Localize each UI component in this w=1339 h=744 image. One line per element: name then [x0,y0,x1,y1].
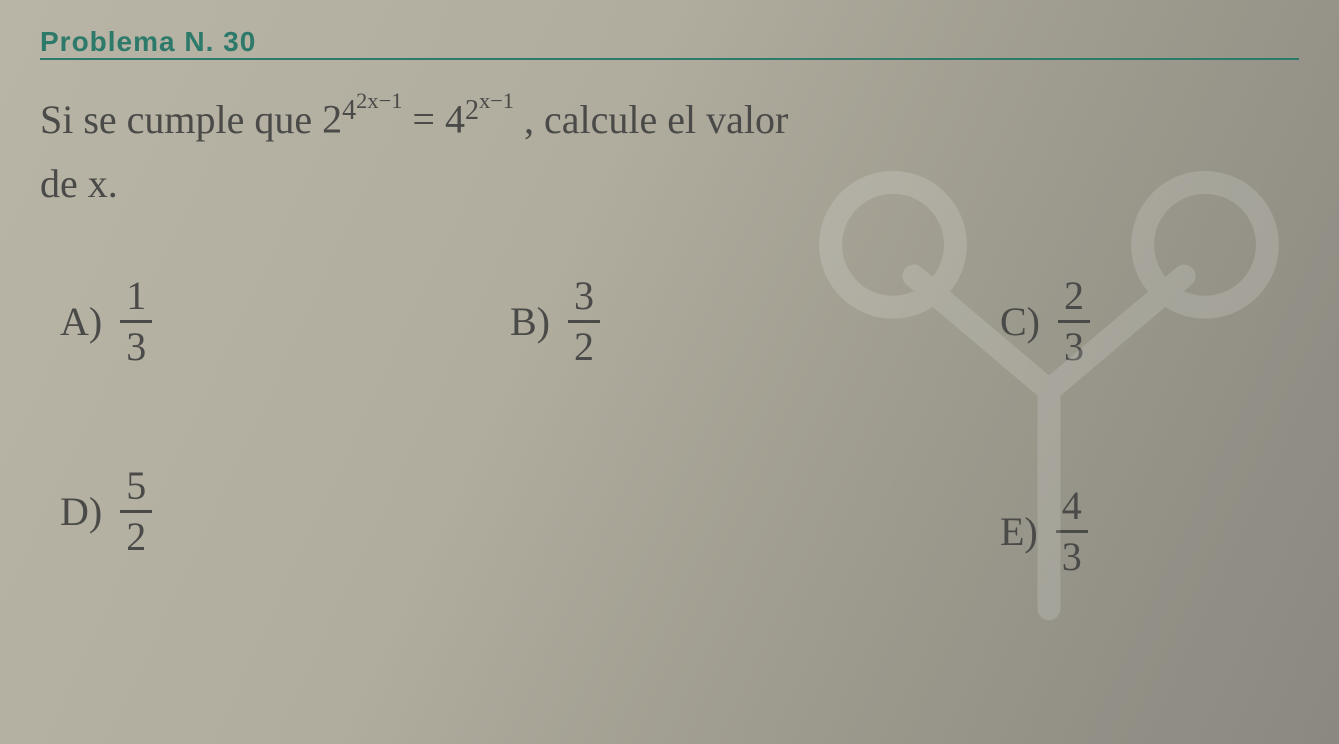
equation: 242x−1 = 42x−1 [322,90,514,140]
lhs-exp-exp: 2x−1 [356,88,402,113]
option-a-fraction: 1 3 [120,276,152,367]
option-c-num: 2 [1058,276,1090,320]
option-d-fraction: 5 2 [120,466,152,557]
rhs-base: 4 [445,97,465,142]
option-e: E) 4 3 [1000,486,1088,577]
option-d-den: 2 [120,510,152,557]
option-a: A) 1 3 [60,276,152,367]
option-a-num: 1 [120,276,152,320]
option-b: B) 3 2 [510,276,600,367]
option-e-fraction: 4 3 [1056,486,1088,577]
option-c-label: C) [1000,298,1040,345]
problem-lead: Si se cumple que [40,97,322,142]
option-c-den: 3 [1058,320,1090,367]
option-c-fraction: 2 3 [1058,276,1090,367]
option-a-den: 3 [120,320,152,367]
option-b-label: B) [510,298,550,345]
rhs-exp-exp: x−1 [479,88,514,113]
option-b-fraction: 3 2 [568,276,600,367]
option-e-den: 3 [1056,530,1088,577]
problem-tail: , calcule el valor [524,97,788,142]
eq-sign: = [412,97,435,142]
options-grid: A) 1 3 B) 3 2 C) 2 3 D) 5 2 E) 4 3 [40,276,1299,656]
option-b-den: 2 [568,320,600,367]
lhs-base: 2 [322,97,342,142]
heading-rule: Problema N. 30 [40,26,1299,60]
option-e-label: E) [1000,508,1038,555]
problem-line2: de x. [40,161,118,206]
option-a-label: A) [60,298,102,345]
option-d: D) 5 2 [60,466,152,557]
option-d-label: D) [60,488,102,535]
problem-statement: Si se cumple que 242x−1 = 42x−1 , calcul… [40,88,1299,216]
option-c: C) 2 3 [1000,276,1090,367]
rhs-exp-base: 2 [465,95,479,126]
option-b-num: 3 [568,276,600,320]
option-e-num: 4 [1056,486,1088,530]
heading-text: Problema N. 30 [40,26,256,63]
option-d-num: 5 [120,466,152,510]
lhs-exp-base: 4 [342,95,356,126]
